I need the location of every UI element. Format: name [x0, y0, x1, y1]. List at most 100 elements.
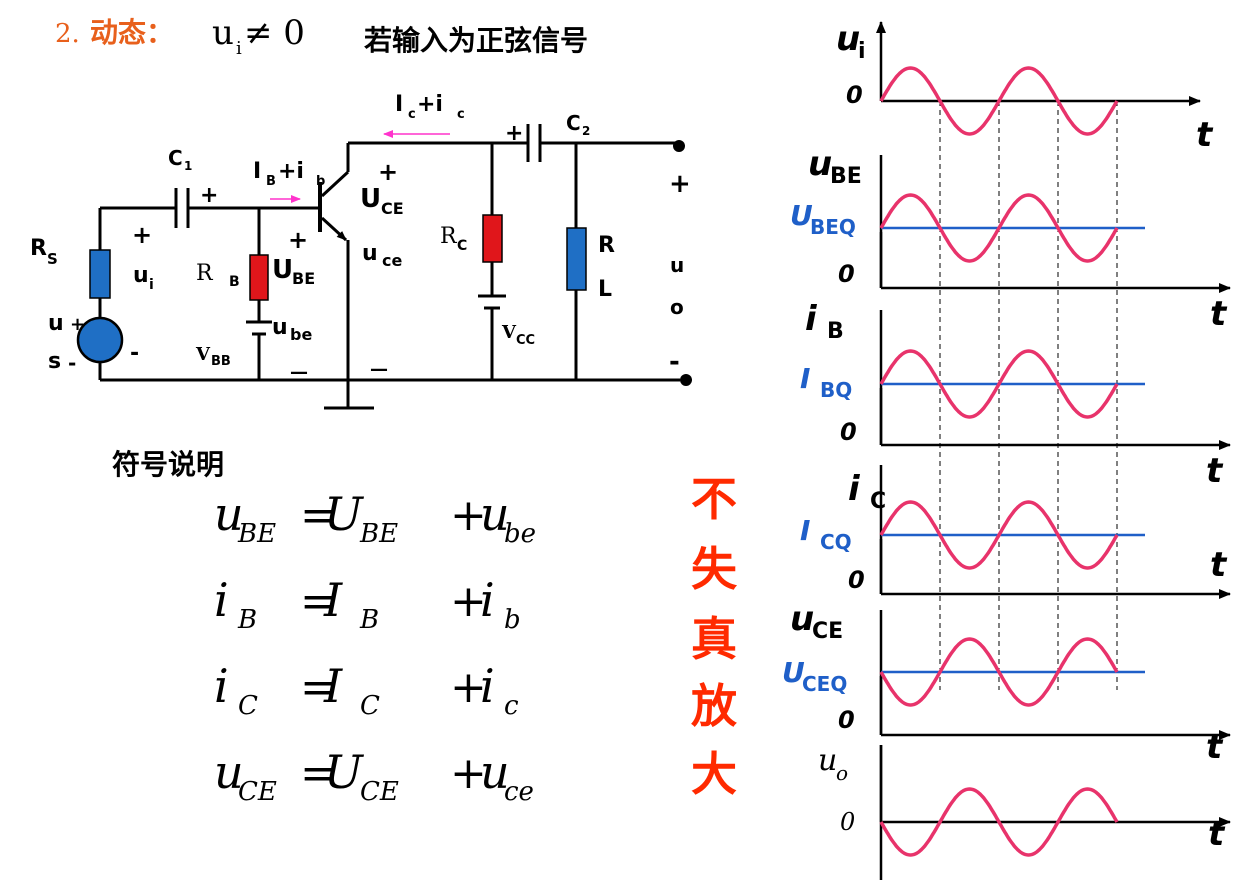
title-number: 2. — [55, 19, 80, 49]
rl-resistor — [566, 227, 587, 291]
eq-ac-main: i — [480, 573, 495, 627]
ube-small-sub: be — [290, 325, 312, 344]
ic-total-mid: +i — [417, 92, 443, 117]
eq-dc-main: I — [323, 659, 343, 713]
ylabel-sub: BE — [830, 164, 862, 189]
x-axis-label: t — [1206, 451, 1224, 491]
dc-label-sub: CEQ — [802, 672, 847, 696]
eq-plus: + — [450, 576, 487, 627]
uo-minus: - — [669, 347, 680, 377]
rs-sub: S — [47, 250, 58, 268]
equation-row: uCE =UCE +uce — [214, 745, 534, 807]
title-condition-main: u — [212, 13, 234, 53]
eq-ac-sub: c — [504, 691, 519, 721]
zero-label: 0 — [848, 566, 865, 594]
ib-total-sub2: b — [316, 174, 325, 189]
zero-label: 0 — [838, 706, 855, 734]
eq-ac-sub: ce — [504, 777, 534, 807]
source-us-icon — [76, 316, 124, 364]
ylabel-sub: i — [858, 39, 866, 64]
eq-ac-sub: b — [504, 605, 521, 635]
eq-equals: = — [300, 662, 337, 713]
zero-label: 0 — [840, 418, 857, 446]
wave-panel-uo: uo 0 t — [818, 743, 1231, 880]
ic-total-sub2: c — [457, 107, 465, 122]
ube-cap-sub: BE — [292, 269, 315, 288]
eq-dc-main: U — [324, 487, 365, 541]
note-char: 失 — [691, 542, 738, 596]
output-terminal-bottom — [680, 374, 692, 386]
legend-title: 符号说明 — [112, 448, 224, 481]
eq-lhs-main: u — [214, 745, 244, 799]
ylabel-main: u — [790, 599, 814, 639]
zero-label: 0 — [840, 808, 855, 836]
phase-guide-lines — [939, 101, 1118, 690]
rc-sub: C — [457, 238, 467, 254]
us-u: u — [48, 311, 64, 336]
amplifier-circuit — [98, 124, 680, 410]
ylabel-main: u — [818, 743, 837, 778]
eq-plus: + — [450, 490, 487, 541]
zero-label: 0 — [846, 81, 863, 109]
signal-wave-uBE — [879, 193, 1119, 263]
rl-r: R — [598, 233, 615, 258]
equation-row: uBE =UBE +ube — [214, 487, 536, 549]
uce-small-main: u — [362, 241, 378, 266]
eq-plus: + — [450, 748, 487, 799]
x-axis-label: t — [1208, 814, 1226, 854]
title: 2. 动态： u i ≠ 0 若输入为正弦信号 — [55, 13, 588, 59]
dc-label-sub: BQ — [820, 378, 852, 402]
ylabel-main: i — [848, 469, 861, 509]
ube-plus: + — [288, 226, 308, 254]
ube-dash: — — [290, 362, 308, 383]
uce-dash: — — [370, 359, 388, 380]
signal-wave-iC — [879, 500, 1119, 570]
eq-ac-sub: be — [504, 519, 536, 549]
ylabel-main: i — [805, 299, 818, 339]
rb-resistor — [249, 254, 269, 301]
c1-plus: + — [200, 183, 218, 208]
equation-row: i B =I B +i b — [214, 573, 521, 635]
note-char: 不 — [691, 472, 737, 526]
uce-plus: + — [378, 158, 398, 186]
ylabel-main: u — [836, 19, 860, 59]
eq-ac-main: u — [480, 745, 510, 799]
eq-dc-sub: CE — [360, 777, 399, 807]
rb-main: R — [196, 261, 214, 286]
eq-ac-main: u — [480, 487, 510, 541]
c1-main: C — [168, 146, 183, 170]
rl-l: L — [598, 277, 612, 302]
rs-resistor — [89, 249, 111, 299]
eq-equals: = — [300, 576, 337, 627]
rc-main: R — [440, 224, 458, 249]
signal-wave-ui — [879, 66, 1119, 136]
note-char: 大 — [691, 747, 737, 801]
eq-lhs-main: i — [214, 659, 229, 713]
x-axis-label: t — [1210, 294, 1228, 334]
ib-total-sub1: B — [266, 174, 276, 189]
ib-total-mid: +i — [278, 159, 304, 184]
transistor-collector — [320, 170, 350, 198]
dc-label-main: I — [800, 514, 810, 547]
uce-cap-sub: CE — [381, 199, 404, 218]
uo-o: o — [670, 295, 684, 319]
title-description: 若输入为正弦信号 — [364, 24, 588, 57]
c2-main: C — [566, 111, 581, 135]
uce-small-sub: ce — [382, 251, 402, 270]
ic-total-main: I — [395, 92, 403, 117]
equation-row: i C =I C +i c — [214, 659, 519, 721]
ube-cap-main: U — [272, 255, 293, 285]
dc-label-sub: BEQ — [810, 215, 856, 239]
ylabel-sub: CE — [812, 619, 843, 644]
transistor-emitter — [320, 216, 348, 242]
uo-u: u — [670, 253, 684, 277]
note-char: 放 — [691, 679, 737, 733]
note-char: 真 — [691, 612, 737, 666]
c2-plus: + — [505, 121, 523, 146]
ylabel-sub: B — [827, 319, 844, 344]
x-axis-label: t — [1196, 115, 1214, 155]
